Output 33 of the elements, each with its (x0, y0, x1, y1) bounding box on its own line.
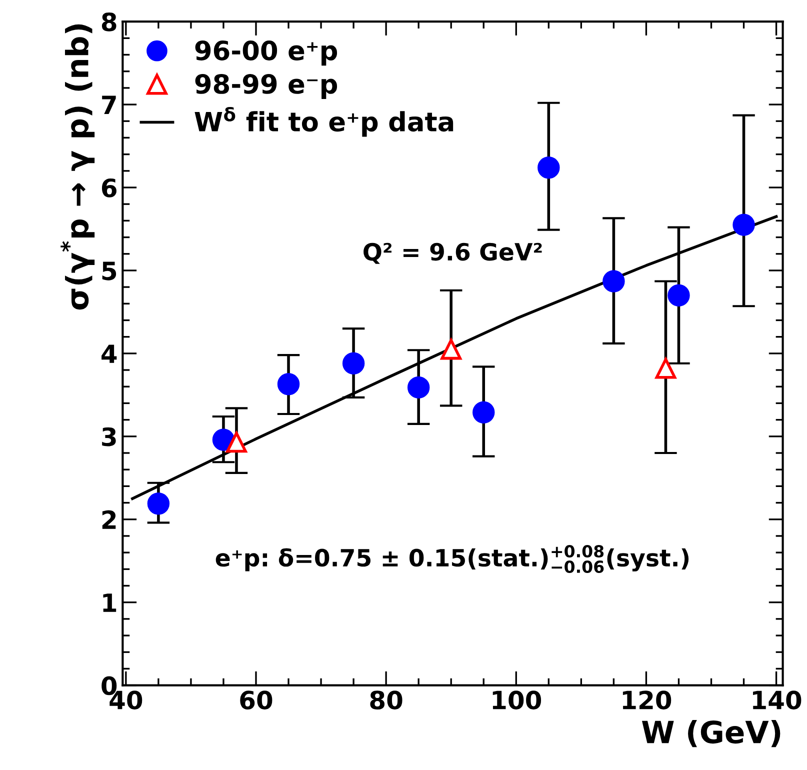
legend-label: 96-00 e⁺p (195, 40, 338, 66)
x-tick-label: 120 (622, 690, 672, 710)
y-tick-label: 8 (102, 12, 116, 32)
annotation: Q² = 9.6 GeV² (364, 242, 542, 264)
point (407, 376, 430, 399)
legend-label: 98-99 e⁻p (195, 74, 338, 100)
point (226, 432, 247, 453)
x-axis-title: W (GeV) (642, 720, 780, 748)
x-tick-label: 100 (492, 690, 542, 710)
point (212, 428, 235, 451)
point (655, 358, 676, 379)
legend-label: W$^{δ}$ fit to e⁺p data (194, 106, 454, 137)
y-tick-label: 2 (102, 510, 116, 529)
annotation: e⁺p: δ=0.75 ± 0.15(stat.)$^{+0.08}$$_{−0.06}$(syst.) (216, 545, 689, 574)
y-tick-label: 4 (102, 344, 117, 363)
x-tick-label: 60 (240, 690, 272, 710)
point (147, 492, 170, 515)
y-axis-title: σ(γ$^{*}$p → γ p) (nb) (60, 24, 95, 310)
y-tick-label: 1 (103, 594, 116, 612)
point (538, 156, 560, 179)
y-tick-label: 7 (102, 96, 116, 114)
y-tick-label: 6 (102, 178, 116, 198)
x-tick-label: 140 (753, 690, 802, 710)
y-tick-label: 5 (102, 262, 116, 280)
point (342, 352, 365, 374)
point (440, 338, 462, 360)
y-tick-label: 3 (102, 427, 116, 446)
point (472, 401, 495, 424)
point (277, 373, 300, 396)
x-tick-label: 80 (370, 690, 402, 710)
point (668, 284, 690, 306)
point (602, 270, 625, 292)
point (732, 214, 755, 236)
